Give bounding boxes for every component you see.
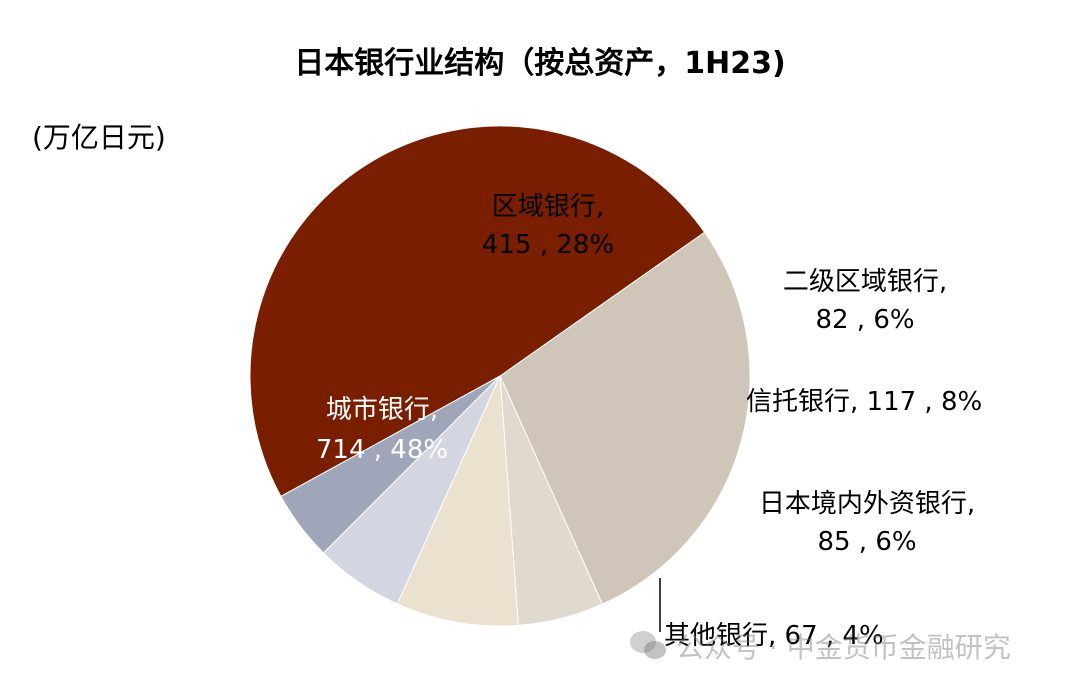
pie-slice-1	[499, 231, 751, 605]
slice-label-value-4: 85 , 6%	[817, 527, 916, 557]
pie-slice-6	[249, 125, 706, 498]
chart-title: 日本银行业结构（按总资产，1H23)	[294, 46, 786, 81]
wechat-icon	[630, 631, 666, 659]
slice-label-name-2: 二级区域银行,	[783, 267, 947, 297]
watermark: 公众号 · 中金货币金融研究	[628, 626, 1011, 666]
watermark-text: 公众号 · 中金货币金融研究	[676, 631, 1011, 664]
slice-label-value-1: 415 , 28%	[482, 230, 614, 260]
pie-slice-3	[396, 375, 519, 627]
slice-labels: 区域银行, 415 , 28% 二级区域银行, 82 , 6% 信托银行, 117 , …	[316, 192, 982, 651]
slice-label-name-1: 区域银行,	[492, 192, 604, 222]
slice-label-value-2: 82 , 6%	[815, 305, 914, 335]
slice-label-5: 其他银行, 67 , 4%	[664, 621, 884, 651]
unit-label: (万亿日元)	[32, 121, 166, 154]
slice-label-3: 信托银行, 117 , 8%	[746, 387, 982, 417]
pie-slices	[249, 125, 751, 627]
slice-label-name-4: 日本境内外资银行,	[759, 489, 975, 519]
slice-label-value-6: 714 , 48%	[316, 435, 448, 465]
slice-label-name-6: 城市银行,	[326, 395, 438, 425]
